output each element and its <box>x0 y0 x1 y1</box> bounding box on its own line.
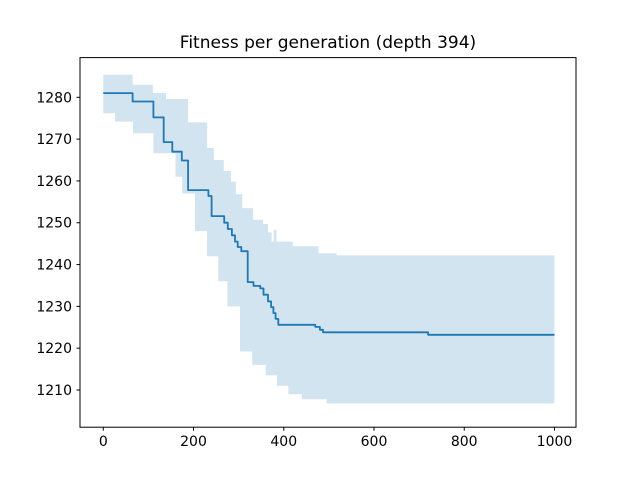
chart-title: Fitness per generation (depth 394) <box>179 33 477 53</box>
x-tick-label: 400 <box>270 434 297 450</box>
x-tick-label: 800 <box>451 434 478 450</box>
y-tick-label: 1240 <box>36 258 72 274</box>
y-tick-label: 1250 <box>36 216 72 232</box>
y-tick-label: 1230 <box>36 299 72 315</box>
axes-spines <box>79 57 577 428</box>
y-tick-label: 1210 <box>36 383 72 399</box>
y-tick-label: 1260 <box>36 174 72 190</box>
y-tick-label: 1270 <box>36 132 72 148</box>
y-tick-label: 1220 <box>36 341 72 357</box>
x-tick-label: 0 <box>99 434 108 450</box>
y-tick-label: 1280 <box>36 90 72 106</box>
x-tick-label: 1000 <box>537 434 573 450</box>
mean-fitness-line <box>103 92 555 336</box>
x-tick-label: 600 <box>361 434 388 450</box>
x-tick-label: 200 <box>180 434 207 450</box>
uncertainty-band <box>103 74 555 404</box>
